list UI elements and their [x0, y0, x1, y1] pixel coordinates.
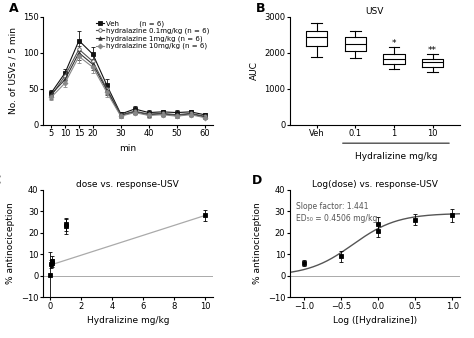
Title: dose vs. response-USV: dose vs. response-USV — [76, 180, 179, 189]
X-axis label: Hydralizine mg/kg: Hydralizine mg/kg — [87, 316, 169, 325]
Text: D: D — [252, 174, 262, 187]
Title: USV: USV — [365, 7, 384, 16]
X-axis label: min: min — [119, 144, 137, 152]
Y-axis label: No. of USVs / 5 min: No. of USVs / 5 min — [8, 27, 17, 114]
Y-axis label: % antinociception: % antinociception — [7, 202, 16, 284]
Text: Slope factor: 1.441: Slope factor: 1.441 — [296, 202, 369, 212]
Title: Log(dose) vs. response-USV: Log(dose) vs. response-USV — [312, 180, 438, 189]
Text: ED₅₀ = 0.4506 mg/kg: ED₅₀ = 0.4506 mg/kg — [296, 214, 378, 223]
Legend: Veh         (n = 6), hydralazine 0.1mg/kg (n = 6), hydralazine 1mg/kg (n = 6), h: Veh (n = 6), hydralazine 0.1mg/kg (n = 6… — [93, 18, 212, 52]
Text: **: ** — [428, 46, 437, 55]
X-axis label: Log ([Hydralizine]): Log ([Hydralizine]) — [333, 316, 417, 325]
Y-axis label: % antinociception: % antinociception — [253, 202, 262, 284]
Text: Hydralizine mg/kg: Hydralizine mg/kg — [355, 152, 437, 161]
Y-axis label: AUC: AUC — [250, 62, 259, 80]
Text: *: * — [392, 39, 396, 48]
Text: B: B — [255, 1, 265, 15]
Text: A: A — [9, 1, 18, 15]
